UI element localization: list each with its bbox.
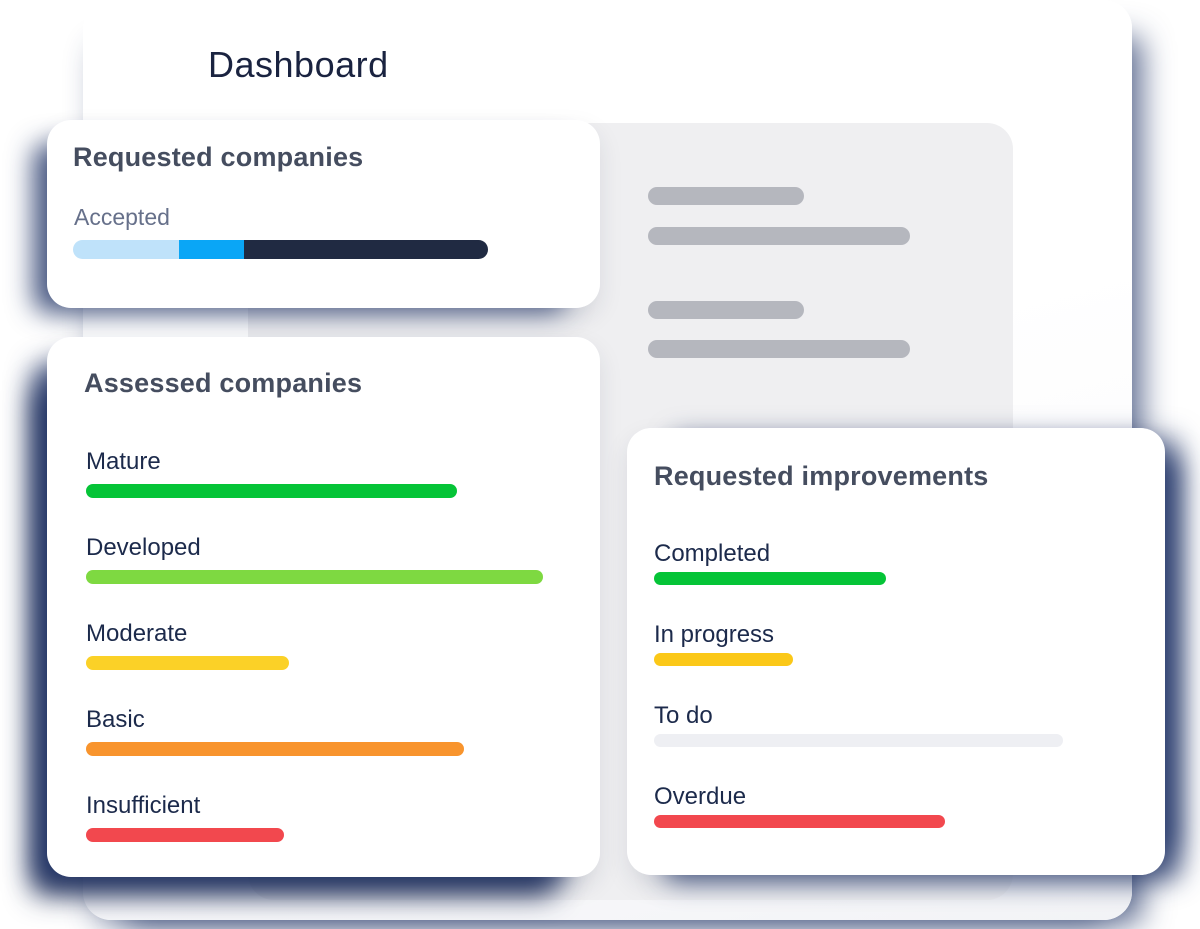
overdue-label: Overdue	[654, 783, 747, 810]
skeleton-bar	[648, 227, 910, 245]
skeleton-bar	[648, 301, 804, 319]
to-do-label: To do	[654, 702, 713, 729]
accepted-progress-bar	[73, 240, 488, 259]
requested-companies-card: Requested companies Accepted	[47, 120, 600, 308]
mature-bar	[86, 484, 457, 498]
progress-segment-dark	[244, 240, 488, 259]
to-do-bar	[654, 734, 1063, 747]
accepted-label: Accepted	[74, 204, 170, 230]
progress-segment-mid	[179, 240, 244, 259]
skeleton-bar	[648, 340, 910, 358]
requested-improvements-title: Requested improvements	[654, 461, 989, 491]
insufficient-bar	[86, 828, 284, 842]
progress-segment-light	[73, 240, 179, 259]
completed-bar	[654, 572, 886, 585]
overdue-bar	[654, 815, 945, 828]
completed-label: Completed	[654, 540, 771, 567]
developed-bar	[86, 570, 543, 584]
in-progress-label: In progress	[654, 621, 775, 648]
moderate-bar	[86, 656, 289, 670]
requested-companies-title: Requested companies	[73, 142, 364, 172]
assessed-companies-title: Assessed companies	[84, 368, 363, 398]
basic-label: Basic	[86, 706, 145, 733]
in-progress-bar	[654, 653, 793, 666]
assessed-companies-card: Assessed companies Mature Developed Mode…	[47, 337, 600, 877]
page-title: Dashboard	[208, 44, 389, 85]
developed-label: Developed	[86, 534, 201, 561]
requested-improvements-card: Requested improvements Completed In prog…	[627, 428, 1165, 875]
insufficient-label: Insufficient	[86, 792, 201, 819]
skeleton-bar	[648, 187, 804, 205]
basic-bar	[86, 742, 464, 756]
mature-label: Mature	[86, 448, 161, 475]
moderate-label: Moderate	[86, 620, 188, 647]
